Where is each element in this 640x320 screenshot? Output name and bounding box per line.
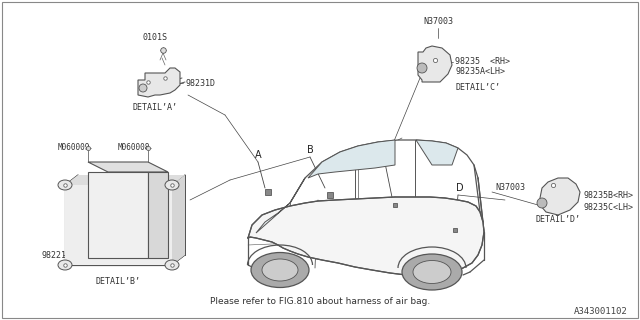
Text: 98231D: 98231D [185,78,215,87]
Polygon shape [418,46,452,82]
Polygon shape [88,162,168,172]
Polygon shape [138,68,180,97]
Text: M060008: M060008 [118,143,150,153]
Text: A: A [255,150,261,160]
Text: 98221: 98221 [42,251,67,260]
Text: 98235A<LH>: 98235A<LH> [455,68,505,76]
Text: D: D [456,183,464,193]
Text: N37003: N37003 [495,183,525,193]
Text: 98235B<RH>: 98235B<RH> [583,190,633,199]
Text: 0101S: 0101S [143,34,168,43]
Polygon shape [540,178,580,215]
Text: A343001102: A343001102 [574,308,628,316]
Polygon shape [172,175,185,265]
Polygon shape [256,178,305,233]
Polygon shape [416,140,458,165]
Text: N37003: N37003 [423,18,453,27]
Text: Please refer to FIG.810 about harness of air bag.: Please refer to FIG.810 about harness of… [210,298,430,307]
Ellipse shape [413,260,451,284]
Ellipse shape [262,259,298,281]
Text: C: C [381,150,388,160]
Polygon shape [88,172,148,258]
Circle shape [417,63,427,73]
Ellipse shape [58,260,72,270]
Ellipse shape [165,180,179,190]
Polygon shape [308,140,395,178]
Circle shape [139,84,147,92]
Ellipse shape [58,180,72,190]
Polygon shape [148,172,168,258]
Circle shape [537,198,547,208]
Ellipse shape [402,254,462,290]
Bar [65,185,172,265]
Ellipse shape [165,260,179,270]
Text: 98235C<LH>: 98235C<LH> [583,203,633,212]
Text: M060009: M060009 [58,143,90,153]
Text: DETAIL’C’: DETAIL’C’ [455,84,500,92]
Text: 98235  <RH>: 98235 <RH> [455,58,510,67]
Text: B: B [307,145,314,155]
Ellipse shape [251,252,309,287]
Text: DETAIL’D’: DETAIL’D’ [536,215,580,225]
Polygon shape [248,197,484,276]
Text: DETAIL’B’: DETAIL’B’ [95,277,141,286]
Text: DETAIL’A’: DETAIL’A’ [132,103,177,113]
Polygon shape [65,175,185,185]
